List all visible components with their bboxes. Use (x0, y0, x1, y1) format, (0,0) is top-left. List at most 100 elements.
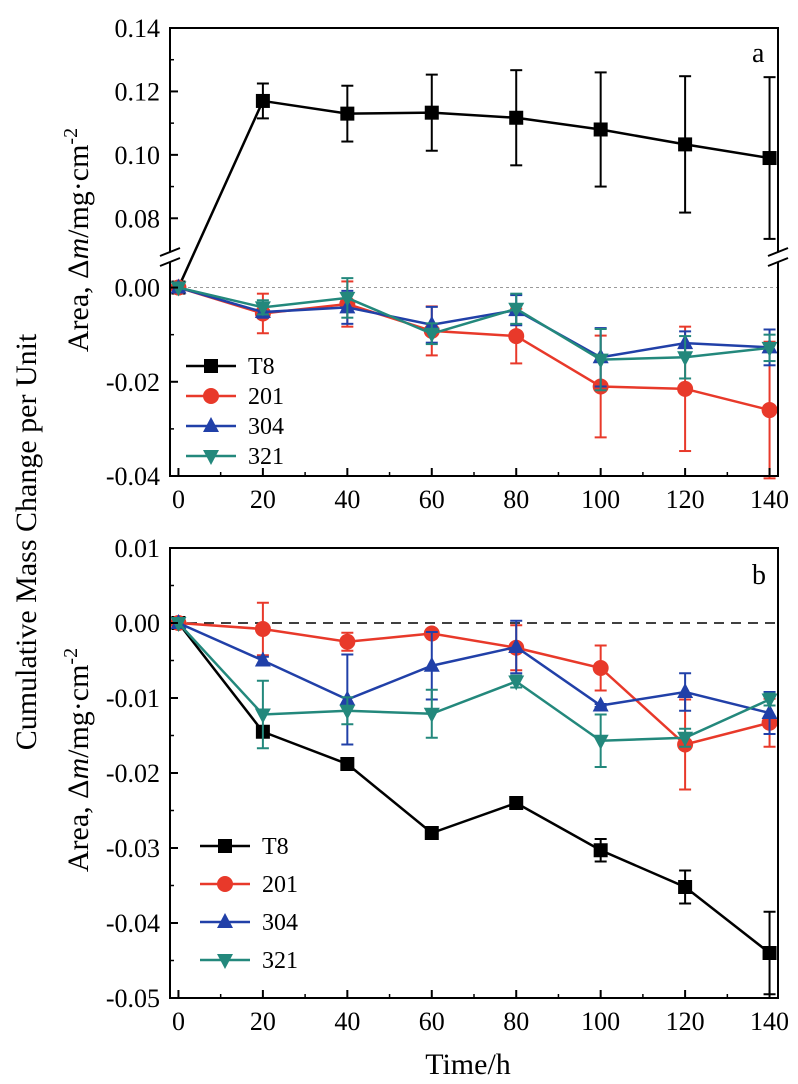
panel-a-series-t8-point (509, 110, 524, 125)
panel-a-axis-break-mark (767, 257, 789, 267)
panel-a-ytick-label: 0.08 (115, 204, 161, 233)
panel-b-legend: T8 201 304 321 (200, 834, 298, 974)
panel-b-series-321-point (761, 693, 778, 709)
panel-a-axis-break-gap (162, 252, 178, 262)
panel-b-series-t8-point (424, 826, 439, 840)
panel-a-series-321-point (339, 291, 356, 307)
panel-a-legend-marker-201 (203, 388, 219, 404)
panel-b-series-t8-point (593, 843, 608, 858)
panel-a-legend-label-t8: T8 (248, 354, 275, 380)
panel-b-legend-marker-t8 (218, 839, 232, 853)
panel-b-series-321-point (339, 704, 356, 720)
panel-a-ytick-label: -0.02 (106, 368, 160, 397)
panel-a-series-t8 (171, 69, 777, 295)
panel-b-series-321-point (423, 707, 440, 723)
panel-a-series-t8-point (255, 93, 270, 108)
panel-b-series-t8-point (762, 946, 777, 960)
panel-a-series-321-point (170, 281, 187, 297)
panel-a-xtick-label: 40 (334, 485, 360, 514)
panel-b-ytick-label: -0.01 (106, 684, 160, 713)
panel-a-series-321-line (178, 286, 770, 361)
panel-b-series-321-point (677, 731, 694, 747)
panel-b-series-t8-point (678, 880, 693, 894)
panel-a-xtick-label: 60 (419, 485, 445, 514)
panel-b-ytick-label: 0.01 (115, 534, 161, 563)
panel-a-letter: a (752, 38, 765, 69)
panel-a-series-321-point (254, 301, 271, 317)
panel-a-series-321-point (592, 353, 609, 369)
xlabel: Time/h (425, 1048, 511, 1081)
panel-b-ytick-label: -0.04 (106, 909, 160, 938)
panel-a-series-t8-point (678, 137, 693, 152)
panel-b-legend-label-201: 201 (262, 872, 298, 898)
panel-a-axis-break-mark (767, 247, 789, 257)
panel-a-legend-marker-304 (203, 417, 219, 432)
panel-a-legend-label-321: 321 (248, 444, 284, 470)
panel-b-xtick-label: 60 (419, 1007, 445, 1036)
panel-b-series-321-line (177, 622, 771, 743)
panel-b-series-t8-line (177, 622, 771, 954)
panel-b-ytick-label: -0.02 (106, 759, 160, 788)
panel-b-legend-marker-321 (217, 954, 233, 969)
panel-a-series-321 (170, 277, 778, 392)
panel-b-xtick-label: 100 (581, 1007, 620, 1036)
panel-b-series-t8 (171, 616, 777, 996)
panel-b-series-201-point (254, 621, 271, 637)
panel-a-axis-break-mark (159, 247, 181, 257)
panel-b-series-304-point (761, 704, 778, 719)
panel-a-xtick-label: 100 (581, 485, 620, 514)
panel-a-legend-marker-321 (203, 450, 219, 465)
panel-a-legend-label-304: 304 (248, 414, 284, 440)
panel-a-ytick-label: 0.14 (115, 14, 161, 43)
panel-b-xtick-label: 140 (750, 1007, 789, 1036)
panel-a-ytick-label: -0.04 (106, 462, 160, 491)
panel-b-legend-label-t8: T8 (262, 834, 289, 860)
panel-b-series-t8-point (340, 757, 355, 771)
panel-b-series-304-point (677, 683, 694, 698)
panel-a-ytick-label: 0.00 (115, 274, 161, 303)
panel-a-xtick-label: 120 (666, 485, 705, 514)
panel-a-series (170, 69, 778, 480)
panel-a-xtick-label: 20 (250, 485, 276, 514)
panel-b-letter: b (752, 560, 766, 591)
panel-b-series-304-point (423, 656, 440, 672)
panel-a-ytick-label: 0.10 (115, 141, 161, 170)
panel-b-series-201-point (339, 633, 356, 650)
panel-b-ytick-label: 0.00 (115, 609, 161, 638)
panel-b-series-t8-point (509, 796, 524, 810)
panel-b-xtick-label: 120 (666, 1007, 705, 1036)
panel-b-ytick-label: -0.03 (106, 834, 160, 863)
panel-b-xtick-label: 20 (250, 1007, 276, 1036)
panel-b-series-201-line (178, 621, 770, 746)
ylabel-line2-top: Area, Δm/mg·cm-2 (60, 128, 95, 352)
panel-b: 0 20 40 60 80 100 120 140 -0.05 -0.04 -0.03 -0.02 -0… (106, 534, 789, 1036)
panel-b-xtick-label: 40 (334, 1007, 360, 1036)
panel-a-series-321-point (423, 327, 440, 343)
panel-b-legend-marker-201 (217, 876, 233, 892)
panel-a-series-321-point (677, 351, 694, 367)
panel-b-series-321-point (508, 675, 525, 691)
panel-a-series-t8-point (593, 122, 608, 137)
panel-a-series-t8-point (762, 151, 777, 166)
panel-b-series-304-point (508, 638, 525, 653)
panel-b-legend-label-321: 321 (262, 948, 298, 974)
panel-a-axis-break-gap (770, 252, 786, 262)
panel-b-xtick-label: 80 (503, 1007, 529, 1036)
panel-b-legend-marker-304 (217, 913, 233, 928)
panel-b-series-304 (170, 614, 778, 746)
panel-a-ytick-label: 0.12 (115, 77, 161, 106)
panel-a-legend: T8 201 304 321 (186, 354, 284, 470)
panel-b-series-304-line (177, 621, 770, 715)
panel-a-series-201-point (677, 380, 694, 397)
panel-a-xtick-label: 140 (750, 485, 789, 514)
panel-a-legend-label-201: 201 (248, 384, 284, 410)
panel-b-series-304-point (254, 651, 271, 667)
panel-b-series-304-point (592, 696, 609, 712)
panel-b-axes: 0 20 40 60 80 100 120 140 -0.05 -0.04 -0.03 -0.02 -0… (106, 534, 789, 1036)
panel-b-series-321-point (170, 617, 187, 632)
panel-b-legend-label-304: 304 (262, 910, 298, 936)
panel-b-series-321-point (254, 708, 271, 724)
panel-b-series (170, 601, 778, 996)
panel-b-xtick-label: 0 (172, 1007, 185, 1036)
